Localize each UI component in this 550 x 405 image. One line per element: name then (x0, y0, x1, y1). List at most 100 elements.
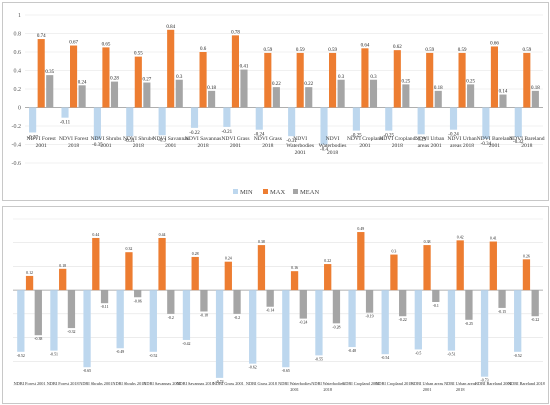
legend-label-mean: MEAN (300, 189, 319, 196)
data-label-min: -0.51 (50, 353, 58, 357)
category-label-ndvi-shrubs-2001: NDVI Shrubs 2001 (90, 136, 121, 149)
category-label-ndbi-urban-areas-2001: NDBI Urban areas 2001 (411, 381, 444, 392)
bar-min-ndvi-urban-areas-2001 (417, 107, 425, 135)
bar-mean-ndbi-grass-2018 (266, 290, 274, 307)
bar-mean-ndbi-forest-2018 (67, 290, 76, 329)
category-label-ndvi-forest-2018: NDVI Forest 2018 (59, 136, 89, 149)
data-label-max: 0.59 (458, 48, 467, 53)
bar-min-ndvi-grass-2018 (255, 107, 263, 130)
data-label-min: -0.24 (448, 133, 459, 138)
y-tick-label: 1 (18, 13, 21, 19)
bar-min-ndvi-bareland-2018 (514, 107, 522, 138)
bar-mean-ndvi-forest-2001 (46, 75, 54, 108)
data-label-mean: 0.3 (370, 75, 377, 80)
data-label-min: -0.31 (125, 139, 136, 144)
bar-mean-ndbi-bareland-2018 (531, 290, 539, 317)
y-tick-label: -0.2 (12, 124, 22, 130)
legend-swatch-min (233, 189, 238, 194)
bar-mean-ndbi-urban-areas-2018 (465, 290, 473, 320)
data-label-min: -0.54 (381, 356, 389, 360)
legend-label-min: MIN (240, 189, 253, 196)
category-label-ndbi-cropland-2001: NDBI Cropland 2001 (342, 381, 379, 386)
bar-min-ndvi-shrubs-2001 (93, 107, 101, 140)
bar-max-ndvi-grass-2018 (264, 52, 272, 108)
data-label-max: 0.59 (296, 48, 305, 53)
y-tick-label: 0 (18, 106, 21, 112)
category-label-ndbi-savannas-2018: NDBI Savannas 2018 (176, 381, 213, 386)
data-label-max: 0.32 (126, 247, 133, 251)
data-label-max: 0.3 (392, 250, 397, 254)
data-label-max: 0.59 (328, 48, 337, 53)
bar-mean-ndvi-grass-2018 (272, 87, 280, 108)
bar-min-ndbi-bareland-2001 (480, 290, 489, 377)
bar-max-ndbi-cropland-2018 (390, 254, 398, 291)
data-label-max: 0.18 (59, 264, 66, 268)
data-label-min: -0.27 (27, 135, 38, 140)
data-label-min: -0.3 (158, 138, 166, 143)
data-label-max: 0.44 (159, 233, 166, 237)
bar-min-ndvi-forest-2001 (29, 107, 37, 133)
data-label-mean: -0.19 (366, 315, 374, 319)
data-label-mean: 0.18 (207, 86, 216, 91)
data-label-max: 0.6 (200, 47, 207, 52)
data-label-mean: -0.38 (34, 337, 42, 341)
bar-max-ndvi-cropland-2001 (361, 48, 369, 108)
bar-max-ndbi-cropland-2001 (357, 232, 365, 291)
bar-max-ndvi-waterbodies-2001 (296, 52, 304, 108)
bar-max-ndvi-forest-2018 (70, 45, 78, 108)
data-label-min: -0.52 (514, 354, 522, 358)
bar-max-ndbi-savannas-2001 (158, 237, 166, 291)
bar-min-ndbi-urban-areas-2001 (414, 290, 422, 350)
category-label-ndbi-shrubs-2001: NDBI Shrubs 2001 (79, 381, 112, 386)
category-label-ndvi-savannas-2001: NDVI Savannas 2001 (152, 136, 189, 149)
data-label-min: -0.29 (416, 137, 427, 142)
category-label-ndvi-urban-areas-2001: NDVI Urban areas 2001 (415, 136, 445, 149)
data-label-max: 0.59 (425, 48, 434, 53)
bar-mean-ndvi-savannas-2018 (208, 90, 216, 108)
data-label-min: -0.42 (182, 342, 190, 346)
bar-mean-ndvi-shrubs-2001 (110, 81, 119, 108)
data-label-min: -0.24 (254, 133, 265, 138)
bar-min-ndvi-waterbodies-2001 (288, 107, 296, 137)
data-label-max: 0.74 (37, 34, 46, 39)
data-label-min: -0.22 (189, 131, 200, 136)
bar-max-ndbi-bareland-2001 (489, 241, 497, 291)
bar-mean-ndbi-grass-2001 (233, 290, 241, 314)
bar-max-ndbi-waterbodies-2018 (324, 264, 332, 291)
data-label-mean: 0.28 (110, 77, 119, 82)
data-label-mean: -0.2 (168, 316, 174, 320)
data-label-mean: 0.18 (434, 86, 443, 91)
bar-min-ndvi-forest-2018 (61, 107, 69, 118)
data-label-max: 0.55 (134, 52, 143, 57)
bar-min-ndvi-urban-areas-2018 (449, 107, 458, 130)
bar-min-ndbi-forest-2018 (50, 290, 58, 351)
data-label-max: 0.62 (393, 45, 402, 50)
bar-min-ndvi-cropland-2018 (385, 107, 393, 131)
category-label-ndbi-savannas-2001: NDBI Savannas 2001 (143, 381, 180, 386)
data-label-min: -0.51 (447, 353, 455, 357)
bar-max-ndbi-shrubs-2001 (92, 237, 100, 291)
bar-max-ndbi-urban-areas-2018 (456, 240, 464, 291)
bar-max-ndvi-grass-2001 (231, 35, 239, 108)
bar-mean-ndbi-savannas-2001 (167, 290, 175, 314)
bar-max-ndbi-grass-2018 (257, 245, 266, 291)
bar-min-ndbi-urban-areas-2018 (447, 290, 456, 351)
data-label-mean: 0.24 (78, 80, 87, 85)
data-label-min: -0.4 (320, 148, 328, 153)
category-label-ndbi-cropland-2018: NDBI Cropland 2018 (375, 381, 412, 386)
y-tick-label: 0.2 (14, 87, 22, 93)
category-label-ndbi-urban-areas-2018: NDBI Urban areas 2018 (444, 381, 477, 392)
bar-min-ndvi-grass-2001 (223, 107, 231, 127)
data-label-max: 0.12 (26, 271, 33, 275)
data-label-max: 0.65 (102, 42, 111, 47)
category-label-ndbi-waterbodies-2018: NDBI Waterbodies 2018 (311, 381, 344, 392)
bar-min-ndbi-savannas-2001 (149, 290, 157, 352)
data-label-min: -0.25 (351, 134, 362, 139)
legend-swatch-mean (293, 189, 298, 194)
data-label-mean: 0.3 (176, 75, 183, 80)
bar-min-ndvi-cropland-2001 (352, 107, 360, 131)
category-label-ndvi-savannas-2018: NDVI Savannas 2018 (185, 136, 222, 149)
bar-mean-ndvi-grass-2001 (240, 69, 248, 108)
category-label-ndbi-waterbodies-2001: NDBI Waterbodies 2001 (278, 381, 311, 392)
category-label-ndvi-urban-areas-2018: NDVI Urban areas 2018 (447, 136, 477, 149)
